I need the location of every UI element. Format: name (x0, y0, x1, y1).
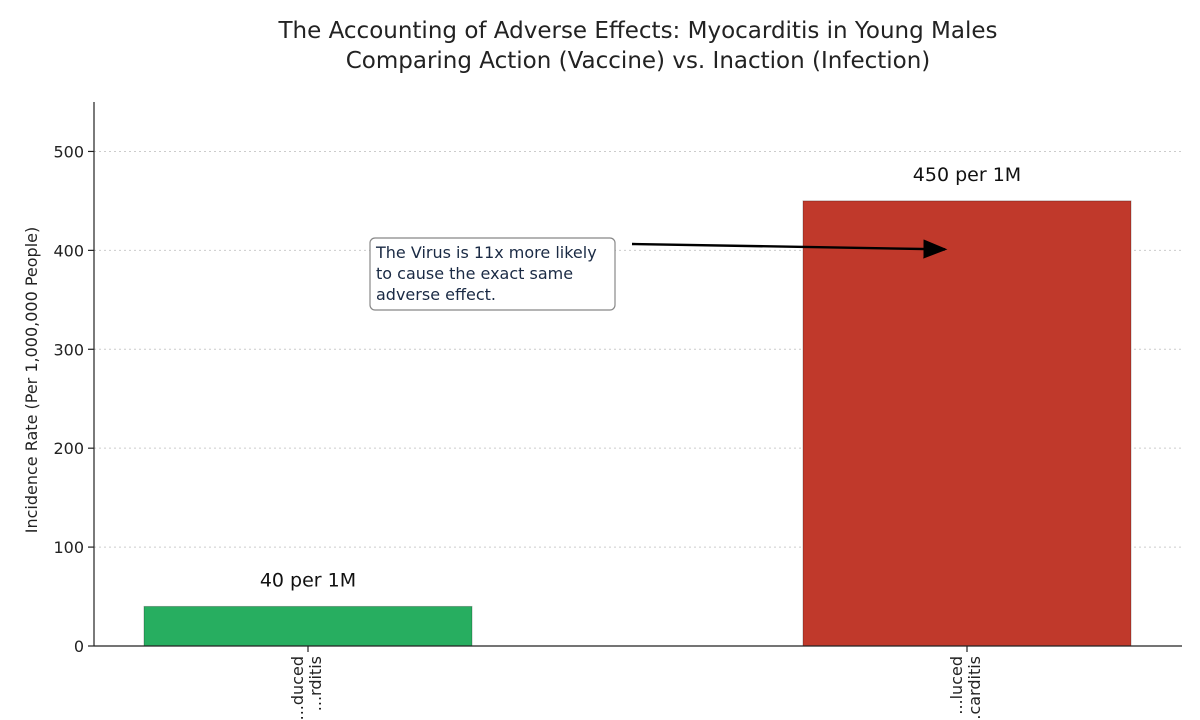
data-labels: 40 per 1M 450 per 1M (260, 164, 1021, 592)
category-label-line: ...rditis (306, 656, 325, 711)
y-axis-label: Incidence Rate (Per 1,000,000 People) (22, 227, 41, 533)
category-label-2: ...luced ...carditis (947, 656, 984, 720)
annotation-line-1: The Virus is 11x more likely (375, 243, 597, 262)
annotation-box (369, 237, 616, 311)
y-tick-label: 200 (53, 439, 84, 458)
category-label-1: ...duced ...rditis (288, 656, 325, 720)
x-category-labels: ...duced ...rditis ...luced ...carditis (288, 646, 984, 720)
bar-2 (802, 200, 1132, 647)
y-tick-label: 100 (53, 538, 84, 557)
bar-1 (143, 605, 473, 647)
category-label-line: ...luced (947, 656, 966, 715)
bar-value-label: 40 per 1M (260, 569, 356, 591)
category-label-line: ...carditis (965, 656, 984, 720)
chart-title: The Accounting of Adverse Effects: Myoca… (277, 18, 997, 74)
chart-title-line-2: Comparing Action (Vaccine) vs. Inaction … (346, 48, 931, 74)
category-label-line: ...duced (288, 656, 307, 720)
y-tick-label: 400 (53, 241, 84, 260)
annotation-line-3: adverse effect. (376, 285, 496, 304)
annotation-arrow (631, 239, 948, 259)
chart-title-line-1: The Accounting of Adverse Effects: Myoca… (277, 18, 997, 44)
bars (143, 200, 1132, 647)
y-tick-label: 0 (74, 637, 84, 656)
annotation-callout: The Virus is 11x more likely to cause th… (369, 237, 948, 311)
y-tick-label: 500 (53, 142, 84, 161)
y-tick-label: 300 (53, 340, 84, 359)
y-tick-labels: 0 100 200 300 400 500 (53, 142, 94, 656)
annotation-line-2: to cause the exact same (376, 264, 573, 283)
bar-value-label: 450 per 1M (913, 164, 1021, 186)
